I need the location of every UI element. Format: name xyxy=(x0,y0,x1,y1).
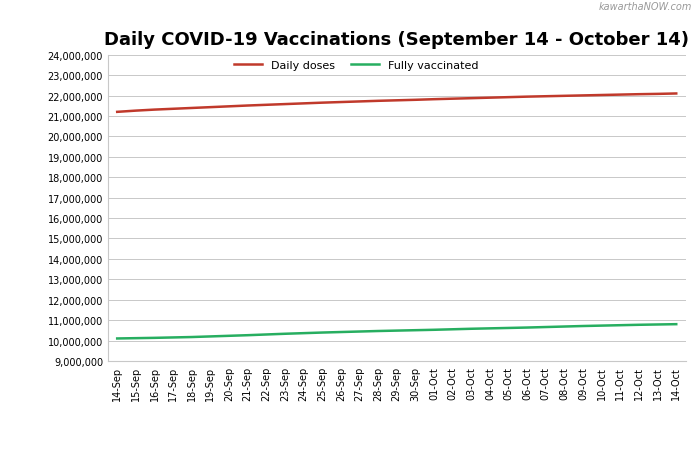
Fully vaccinated xyxy=(616,323,624,328)
Daily doses xyxy=(244,104,252,109)
Daily doses xyxy=(579,94,587,99)
Daily doses xyxy=(467,96,475,102)
Fully vaccinated xyxy=(523,325,531,331)
Daily doses xyxy=(299,101,308,107)
Daily doses xyxy=(411,98,420,103)
Text: kawarthaNOW.com: kawarthaNOW.com xyxy=(599,2,693,13)
Daily doses xyxy=(169,107,177,113)
Fully vaccinated xyxy=(355,329,363,335)
Fully vaccinated xyxy=(411,328,420,333)
Fully vaccinated xyxy=(280,331,289,337)
Fully vaccinated xyxy=(132,336,140,341)
Fully vaccinated xyxy=(393,328,401,334)
Fully vaccinated xyxy=(430,327,438,333)
Legend: Daily doses, Fully vaccinated: Daily doses, Fully vaccinated xyxy=(234,61,479,71)
Daily doses xyxy=(280,102,289,107)
Daily doses xyxy=(374,99,382,104)
Fully vaccinated xyxy=(635,322,643,328)
Fully vaccinated xyxy=(206,334,214,339)
Fully vaccinated xyxy=(672,322,681,327)
Daily doses xyxy=(505,95,513,101)
Daily doses xyxy=(318,100,326,106)
Daily doses xyxy=(187,106,196,112)
Daily doses xyxy=(337,100,345,106)
Daily doses xyxy=(430,97,438,103)
Title: Daily COVID-19 Vaccinations (September 14 - October 14): Daily COVID-19 Vaccinations (September 1… xyxy=(104,31,689,49)
Fully vaccinated xyxy=(486,326,494,332)
Fully vaccinated xyxy=(113,336,121,342)
Daily doses xyxy=(486,96,494,101)
Daily doses xyxy=(225,104,233,110)
Fully vaccinated xyxy=(262,332,271,338)
Fully vaccinated xyxy=(150,335,159,341)
Fully vaccinated xyxy=(318,330,326,336)
Daily doses xyxy=(635,92,643,98)
Daily doses xyxy=(523,94,531,100)
Daily doses xyxy=(132,109,140,114)
Daily doses xyxy=(113,110,121,115)
Daily doses xyxy=(393,98,401,104)
Daily doses xyxy=(560,94,569,100)
Daily doses xyxy=(150,107,159,113)
Fully vaccinated xyxy=(299,331,308,336)
Daily doses xyxy=(654,92,662,97)
Fully vaccinated xyxy=(598,323,606,329)
Fully vaccinated xyxy=(654,322,662,327)
Daily doses xyxy=(262,103,271,108)
Fully vaccinated xyxy=(244,333,252,338)
Daily doses xyxy=(541,94,550,100)
Daily doses xyxy=(355,100,363,105)
Fully vaccinated xyxy=(448,327,457,332)
Fully vaccinated xyxy=(187,335,196,340)
Daily doses xyxy=(598,93,606,99)
Daily doses xyxy=(672,92,681,97)
Line: Daily doses: Daily doses xyxy=(117,94,677,113)
Fully vaccinated xyxy=(374,329,382,334)
Fully vaccinated xyxy=(541,325,550,330)
Fully vaccinated xyxy=(560,324,569,330)
Daily doses xyxy=(448,97,457,102)
Fully vaccinated xyxy=(169,335,177,340)
Daily doses xyxy=(206,105,214,111)
Fully vaccinated xyxy=(467,326,475,332)
Fully vaccinated xyxy=(225,333,233,339)
Fully vaccinated xyxy=(505,325,513,331)
Fully vaccinated xyxy=(579,324,587,329)
Daily doses xyxy=(616,93,624,98)
Line: Fully vaccinated: Fully vaccinated xyxy=(117,325,677,339)
Fully vaccinated xyxy=(337,330,345,335)
